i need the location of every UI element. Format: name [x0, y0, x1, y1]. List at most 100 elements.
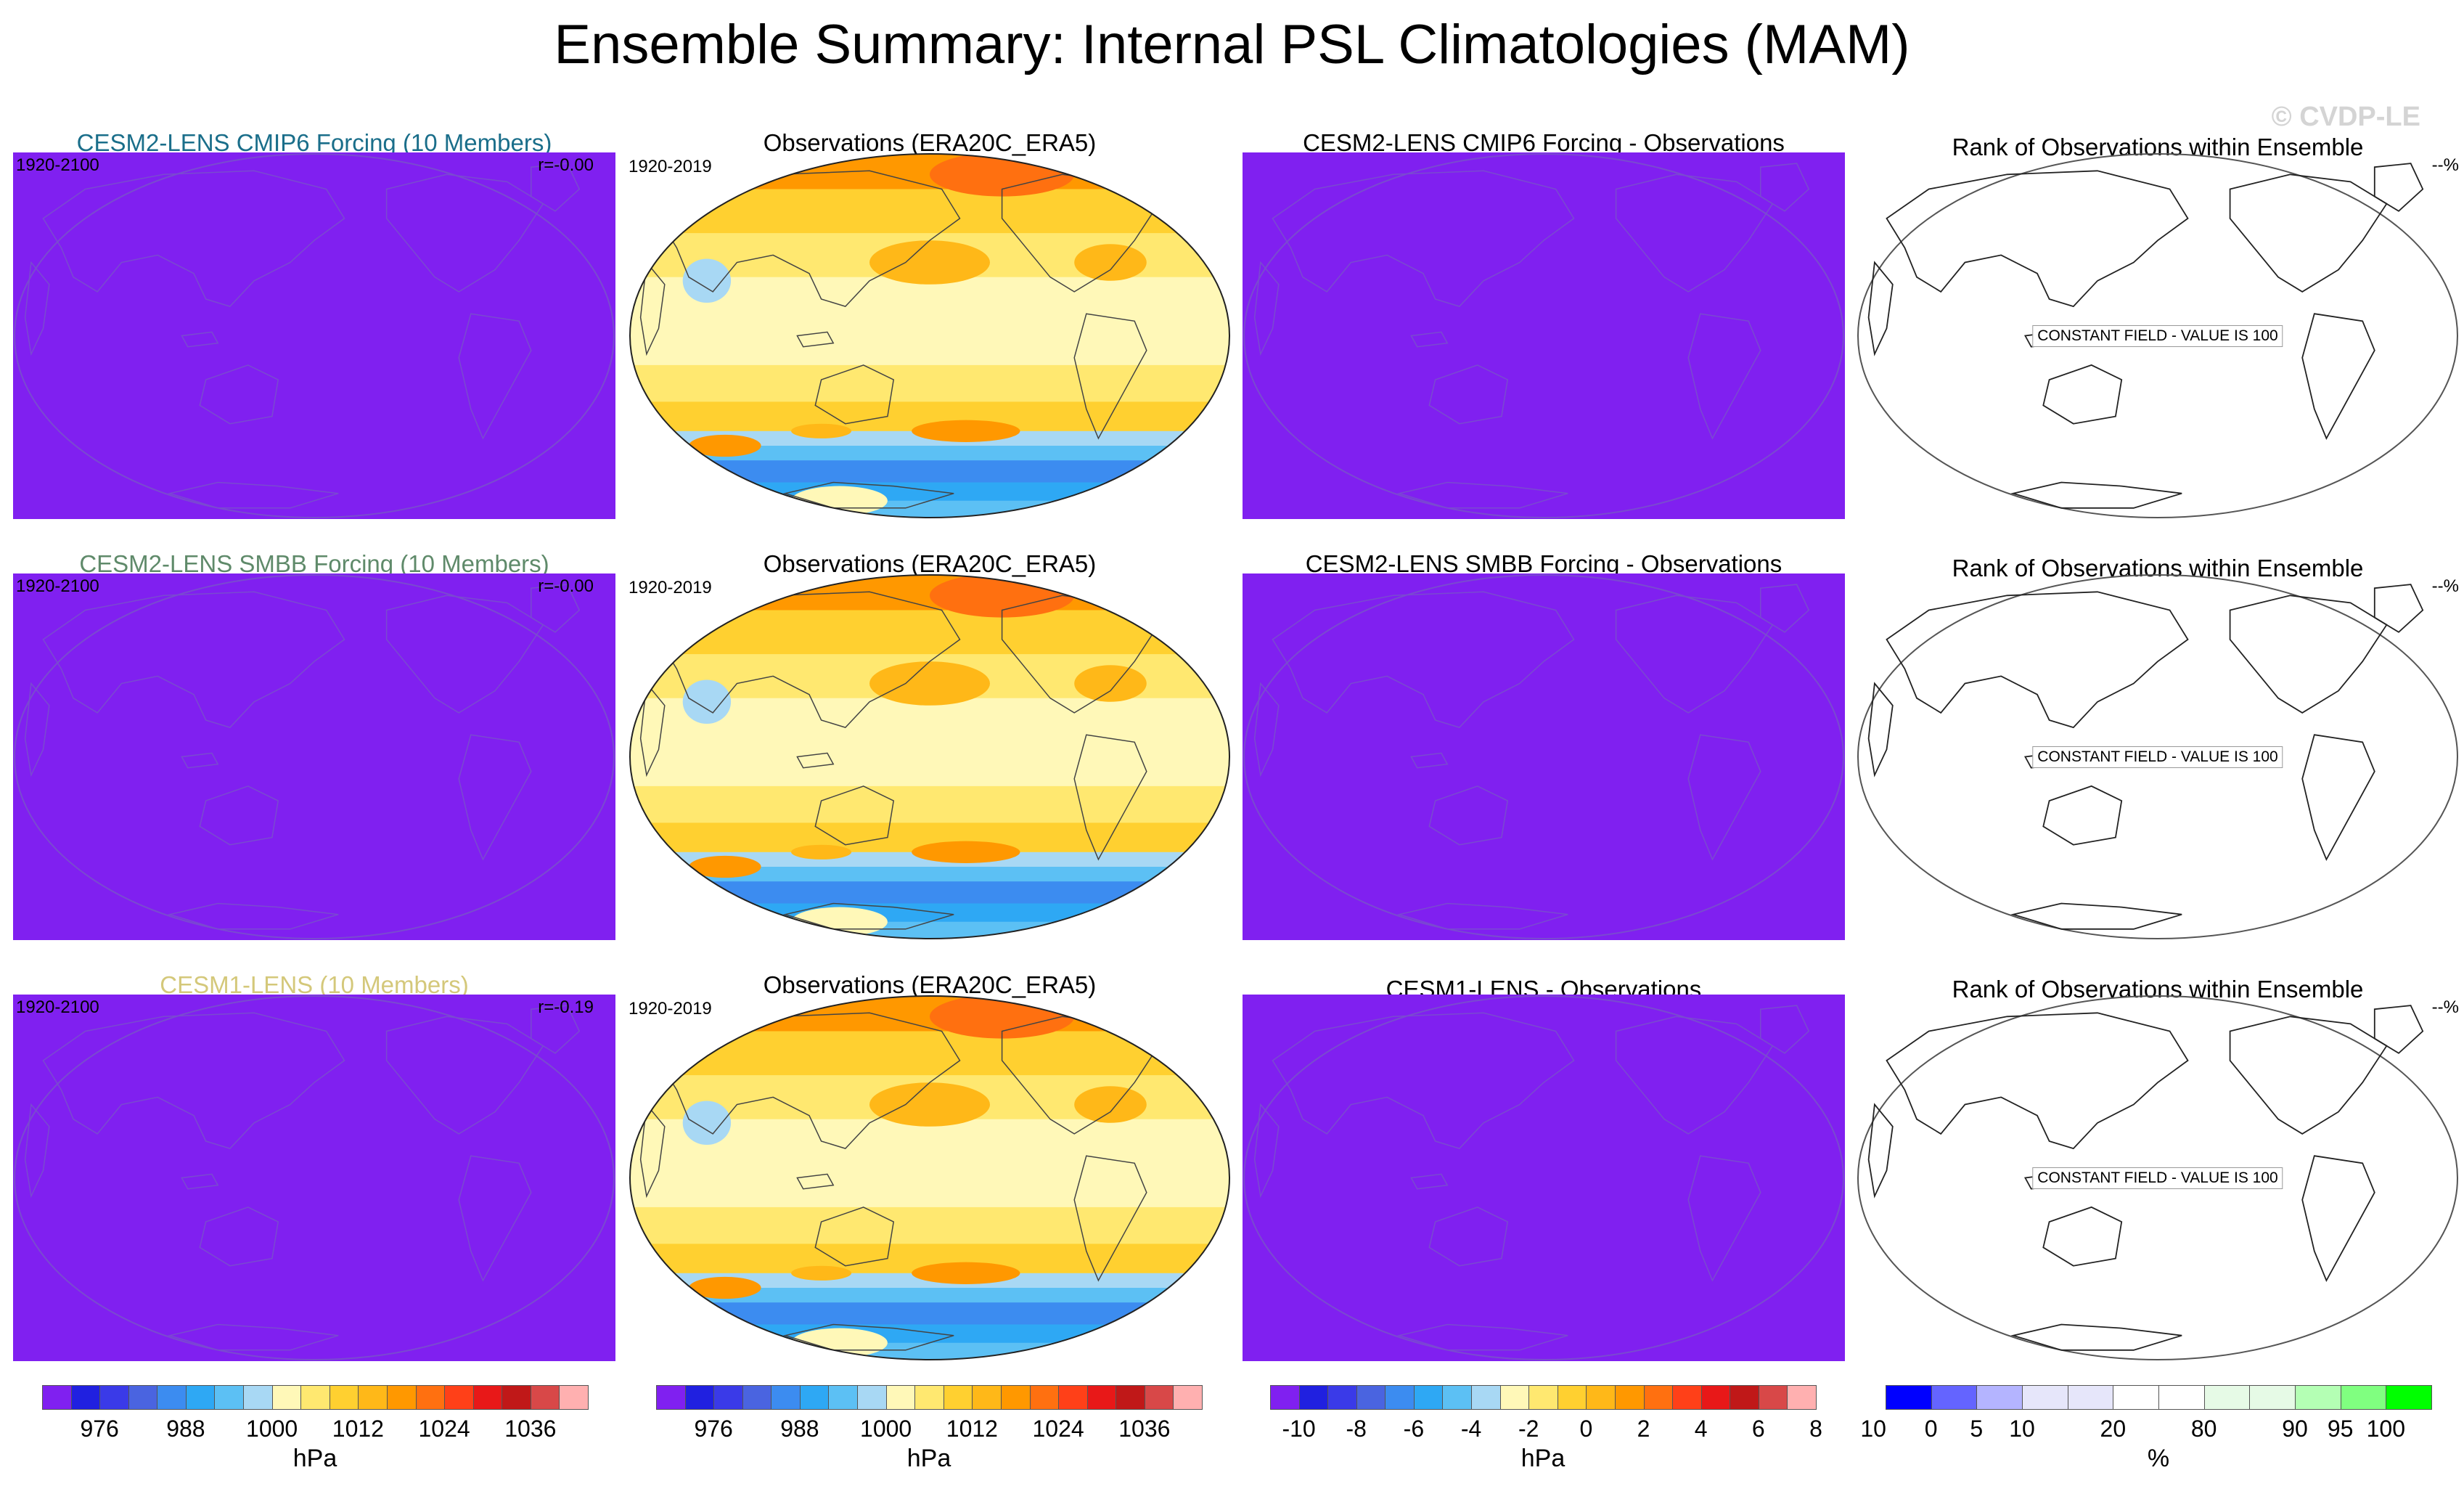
colorbar-tick-label: 4	[1694, 1416, 1708, 1442]
colorbar-swatch	[1356, 1385, 1386, 1410]
diff-panel-row3: CESM1-LENS - Observations	[1243, 973, 1845, 1365]
colorbar-swatch	[1976, 1385, 2023, 1410]
psl-band	[630, 1031, 1229, 1077]
continent-outline	[1396, 1323, 1568, 1351]
colorbar-swatch	[329, 1385, 359, 1410]
psl-contour	[682, 258, 732, 303]
psl-contour	[689, 855, 761, 878]
continent-outline	[1272, 1012, 1575, 1149]
psl-band	[630, 1302, 1229, 1326]
map-boundary	[629, 995, 1230, 1360]
continent-outline	[458, 313, 532, 440]
colorbar-tick-label: 1012	[946, 1416, 998, 1442]
continent-outline	[167, 1323, 339, 1351]
continent-outline	[2010, 481, 2182, 509]
colorbar-swatch	[1029, 1385, 1060, 1410]
continent-outline	[2229, 595, 2388, 714]
years-label: 1920-2019	[629, 999, 712, 1018]
model-panel-row1: CESM2-LENS CMIP6 Forcing (10 Members) 192…	[13, 129, 615, 523]
colorbar-unit: hPa	[292, 1445, 337, 1472]
continent-outline	[1146, 1005, 1196, 1054]
colorbar-tick-label: 0	[1579, 1416, 1593, 1442]
colorbar-swatch	[1058, 1385, 1088, 1410]
psl-contour	[912, 1262, 1020, 1284]
colorbar-tick-label: 80	[2190, 1416, 2217, 1442]
continent-outline	[1867, 682, 1894, 777]
colorbar-tick-label: 2	[1637, 1416, 1650, 1442]
rank-percent: --%	[2431, 155, 2459, 175]
colorbar-swatch	[943, 1385, 973, 1410]
psl-contour	[689, 434, 761, 457]
colorbar-swatch	[1614, 1385, 1645, 1410]
continent-outline	[1615, 595, 1774, 714]
colorbar-swatch	[2249, 1385, 2296, 1410]
psl-band	[630, 698, 1229, 787]
psl-band	[630, 460, 1229, 483]
colorbar-swatch	[444, 1385, 474, 1410]
colorbar-swatch	[70, 1385, 101, 1410]
continent-outline	[2042, 785, 2123, 846]
colorbar-tick-label: 1012	[332, 1416, 384, 1442]
colorbar-swatch	[2113, 1385, 2160, 1410]
map-boundary	[14, 995, 615, 1360]
psl-band	[630, 277, 1229, 366]
constant-field-note: CONSTANT FIELD - VALUE IS 100	[2032, 1167, 2283, 1189]
constant-map	[1243, 152, 1845, 519]
constant-map	[13, 573, 615, 940]
colorbar-swatch	[1931, 1385, 1978, 1410]
colorbar-swatch	[885, 1385, 916, 1410]
continent-outline	[24, 682, 50, 777]
colorbar-swatch	[530, 1385, 560, 1410]
continent-outline	[531, 163, 581, 212]
obs-panel-row3: Observations (ERA20C_ERA5) 1920-2019	[629, 971, 1231, 1365]
psl-contour	[791, 844, 852, 860]
continent-outline	[1428, 364, 1509, 425]
continent-outline	[181, 1173, 219, 1190]
continent-outline	[1410, 1173, 1449, 1190]
colorbar-swatch	[1385, 1385, 1415, 1410]
continent-outline	[24, 1103, 50, 1199]
years-label: 1920-2019	[629, 157, 712, 176]
panel-title: CESM2-LENS CMIP6 Forcing - Observations	[1303, 129, 1785, 156]
psl-contour	[682, 1101, 732, 1146]
continent-outline	[658, 170, 961, 307]
rank-panel-row2: Rank of Observations within Ensemble CONS…	[1857, 552, 2459, 944]
continent-outline	[658, 591, 961, 728]
continent-outline	[1146, 163, 1196, 212]
continent-outline	[1272, 591, 1575, 728]
psl-band	[630, 446, 1229, 462]
watermark: © CVDP-LE	[2271, 102, 2420, 132]
constant-field-note: CONSTANT FIELD - VALUE IS 100	[2032, 746, 2283, 768]
map-boundary	[1243, 574, 1844, 939]
colorbar-tick-label: 0	[1924, 1416, 1938, 1442]
colorbar-swatch	[972, 1385, 1002, 1410]
psl-contour	[791, 1265, 852, 1281]
colorbar-tick-label: -6	[1403, 1416, 1425, 1442]
colorbar-unit: %	[2147, 1445, 2170, 1472]
colorbar-swatch	[914, 1385, 944, 1410]
rank-map: CONSTANT FIELD - VALUE IS 100	[1857, 995, 2459, 1361]
continent-outline	[2301, 1155, 2375, 1282]
colorbar-rank: 0 5 10 20 80 90 95 100%	[1886, 1385, 2433, 1472]
colorbar-tick-label: 5	[1970, 1416, 1984, 1442]
obs-panel-row1: Observations (ERA20C_ERA5) 1920-2019	[629, 129, 1231, 523]
psl-band	[630, 1119, 1229, 1208]
colorbar-swatch	[1557, 1385, 1587, 1410]
continent-outline	[1253, 1103, 1280, 1199]
continent-outline	[1615, 1016, 1774, 1135]
psl-band	[630, 903, 1229, 923]
continent-outline	[24, 261, 50, 356]
continent-outline	[42, 170, 345, 307]
colorbar-swatch	[1730, 1385, 1759, 1410]
psl-band	[630, 500, 1229, 518]
continent-outline	[1867, 261, 1894, 356]
years-label: 1920-2100	[16, 155, 99, 175]
continent-outline	[658, 1012, 961, 1149]
continent-outline	[181, 331, 219, 348]
colorbar-tick-label: 6	[1751, 1416, 1765, 1442]
continent-outline	[385, 1016, 544, 1135]
colorbar-swatch	[1528, 1385, 1558, 1410]
map-boundary	[629, 574, 1230, 939]
colorbar-swatch	[386, 1385, 417, 1410]
colorbar-tick-label: 976	[80, 1416, 119, 1442]
